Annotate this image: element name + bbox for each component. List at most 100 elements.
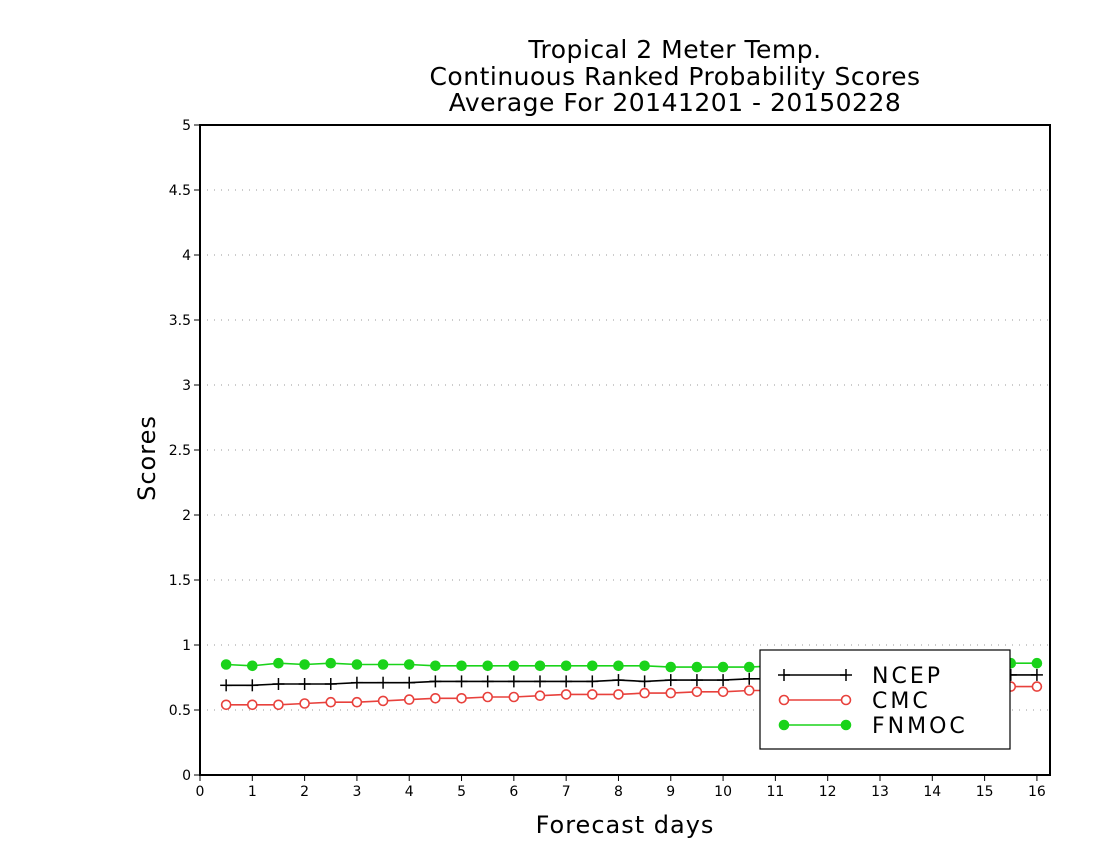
data-point — [456, 660, 467, 672]
y-axis-label: Scores — [133, 415, 161, 501]
data-point — [377, 659, 389, 670]
y-tick-label: 3 — [182, 378, 191, 394]
data-point — [481, 675, 494, 688]
data-point — [534, 675, 546, 688]
data-point — [273, 699, 284, 711]
y-tick-label: 2 — [182, 508, 191, 524]
data-point — [246, 679, 259, 692]
data-point — [377, 676, 390, 689]
data-point — [612, 674, 625, 687]
data-point — [403, 659, 415, 670]
data-point — [455, 675, 468, 688]
data-point — [508, 660, 520, 672]
y-tick-label: 4 — [182, 248, 191, 264]
data-point — [743, 672, 756, 685]
data-point — [247, 699, 258, 711]
x-tick-label: 11 — [766, 784, 784, 800]
data-point — [482, 660, 493, 672]
data-point — [220, 679, 233, 692]
legend-label-cmc: CMC — [872, 689, 931, 714]
data-point — [717, 686, 729, 698]
x-tick-label: 3 — [352, 784, 361, 800]
x-tick-label: 5 — [457, 784, 466, 800]
legend-label-fnmoc: FNMOC — [872, 714, 968, 739]
y-tick-label: 5 — [182, 118, 191, 134]
y-tick-label: 1.5 — [169, 573, 191, 589]
data-point — [664, 674, 677, 687]
data-point — [560, 675, 573, 688]
data-point — [325, 657, 337, 669]
data-point — [534, 660, 546, 672]
data-point — [587, 660, 598, 672]
x-tick-label: 6 — [509, 784, 518, 800]
data-point — [560, 689, 572, 700]
data-point — [403, 694, 415, 705]
x-tick-label: 4 — [405, 784, 414, 800]
data-point — [665, 687, 677, 699]
legend-marker — [778, 719, 790, 731]
data-point — [324, 678, 337, 690]
data-point — [377, 695, 389, 707]
x-axis-ticks: 0 1 2 3 4 5 6 7 8 9 10 11 12 13 14 15 16 — [196, 775, 1046, 800]
x-tick-label: 12 — [819, 784, 837, 800]
x-tick-label: 10 — [714, 784, 732, 800]
y-tick-label: 0.5 — [169, 703, 191, 719]
data-point — [456, 692, 467, 704]
data-point — [1030, 668, 1043, 681]
data-point — [403, 676, 416, 689]
data-point — [299, 659, 310, 670]
gridlines — [200, 189, 1050, 711]
legend-label-ncep: NCEP — [872, 664, 943, 689]
data-point — [691, 661, 703, 673]
chart-title-line-3: Average For 20141201 - 20150228 — [448, 88, 902, 117]
data-point — [220, 659, 232, 670]
data-point — [351, 696, 363, 708]
data-point — [613, 660, 624, 672]
data-point — [508, 691, 520, 703]
data-point — [482, 691, 493, 703]
data-point — [298, 678, 311, 690]
data-point — [430, 660, 441, 672]
data-point — [638, 675, 651, 688]
x-tick-label: 15 — [976, 784, 994, 800]
y-tick-label: 4.5 — [169, 183, 191, 199]
x-tick-label: 0 — [196, 784, 205, 800]
data-point — [717, 674, 730, 687]
data-point — [586, 675, 599, 688]
chart-title-line-1: Tropical 2 Meter Temp. — [528, 35, 822, 64]
data-point — [743, 661, 755, 673]
legend-marker — [778, 694, 790, 706]
data-point — [351, 659, 363, 670]
y-tick-label: 1 — [182, 638, 191, 654]
x-tick-label: 1 — [248, 784, 257, 800]
x-tick-label: 9 — [666, 784, 675, 800]
data-point — [743, 685, 755, 696]
legend-marker — [840, 694, 852, 706]
data-point — [325, 696, 337, 708]
y-tick-label: 3.5 — [169, 313, 191, 329]
x-axis-label: Forecast days — [536, 811, 715, 839]
chart-title-line-2: Continuous Ranked Probability Scores — [429, 62, 921, 91]
data-point — [273, 657, 284, 669]
data-point — [429, 675, 442, 688]
x-tick-label: 2 — [300, 784, 309, 800]
x-tick-label: 13 — [871, 784, 889, 800]
data-point — [639, 660, 650, 672]
data-point — [690, 674, 703, 687]
data-point — [220, 699, 232, 711]
x-tick-label: 8 — [614, 784, 623, 800]
data-point — [430, 692, 441, 704]
data-point — [534, 690, 546, 702]
data-point — [613, 689, 624, 700]
data-point — [560, 660, 572, 672]
legend-marker — [840, 669, 852, 681]
x-tick-label: 14 — [923, 784, 941, 800]
data-point — [1031, 657, 1043, 669]
data-point — [507, 675, 520, 688]
x-tick-label: 16 — [1028, 784, 1046, 800]
y-axis-ticks: 0 0.5 1 1.5 2 2.5 3 3.5 4 4.5 5 — [169, 118, 200, 784]
data-point — [717, 661, 729, 673]
data-point — [665, 661, 677, 673]
